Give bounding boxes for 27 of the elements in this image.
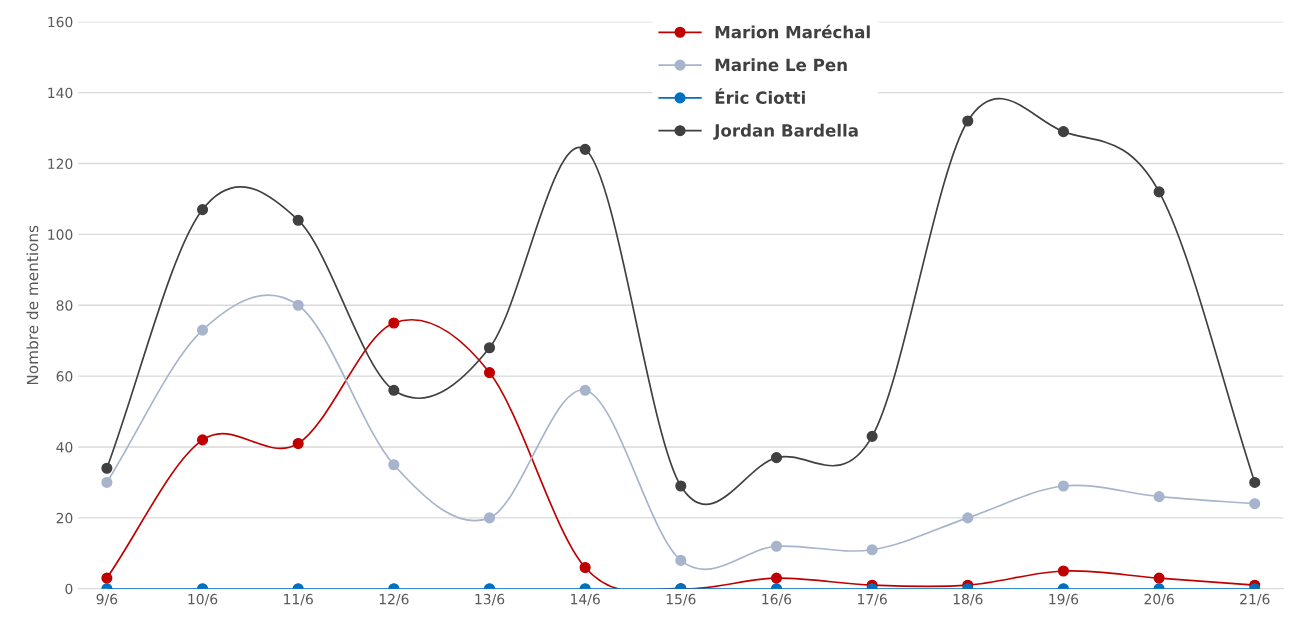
x-tick-label: 16/6	[762, 593, 792, 606]
y-tick-label: 20	[56, 512, 73, 524]
legend-label: Marine Le Pen	[715, 58, 847, 72]
x-tick-label: 18/6	[953, 593, 983, 606]
x-tick-label: 10/6	[188, 593, 218, 606]
x-tick-label: 19/6	[1049, 593, 1079, 606]
x-tick-label: 9/6	[96, 593, 118, 606]
y-tick-label: 100	[48, 229, 73, 240]
x-tick-label: 13/6	[475, 593, 505, 606]
y-tick-label: 0	[65, 583, 73, 595]
x-tick-label: 17/6	[858, 593, 887, 606]
x-tick-label: 20/6	[1144, 593, 1174, 606]
y-axis-title: Nombre de mentions	[26, 225, 39, 385]
y-tick-label: 140	[48, 87, 73, 99]
y-tick-label: 40	[56, 441, 73, 453]
x-tick-label: 14/6	[571, 593, 600, 606]
x-tick-label: 15/6	[666, 593, 696, 606]
legend-label: Marion Maréchal	[715, 24, 870, 39]
x-tick-label: 12/6	[379, 593, 409, 606]
x-tick-label: 11/6	[284, 593, 313, 606]
y-tick-label: 120	[48, 158, 73, 170]
y-tick-label: 160	[48, 16, 73, 28]
legend-label: Éric Ciotti	[715, 88, 805, 104]
x-tick-label: 21/6	[1240, 593, 1270, 606]
legend-label: Jordan Bardella	[713, 123, 858, 140]
y-tick-label: 60	[56, 371, 73, 382]
y-tick-label: 80	[56, 300, 73, 311]
